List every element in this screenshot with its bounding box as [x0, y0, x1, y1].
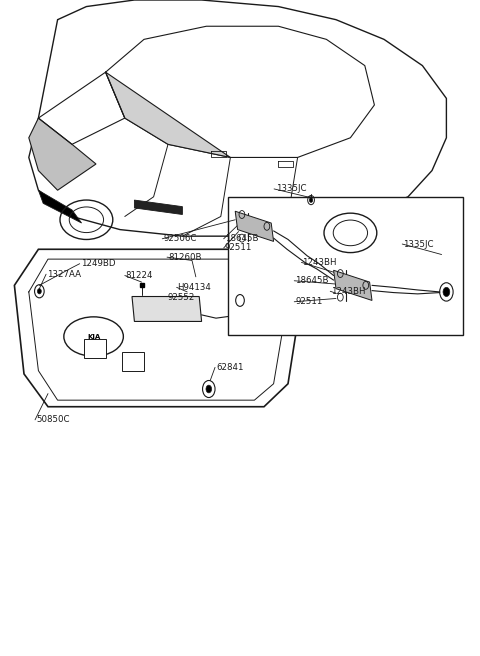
Circle shape: [37, 289, 41, 294]
Text: 1243BH: 1243BH: [302, 258, 337, 267]
Text: 92511: 92511: [295, 297, 323, 306]
Text: 1243BH: 1243BH: [331, 287, 366, 296]
Polygon shape: [134, 200, 182, 215]
Polygon shape: [334, 270, 372, 300]
Circle shape: [310, 198, 313, 202]
Polygon shape: [106, 72, 230, 157]
Text: 1249BD: 1249BD: [81, 259, 115, 268]
Text: 50850C: 50850C: [36, 415, 70, 424]
Circle shape: [206, 385, 212, 393]
Text: 1335JC: 1335JC: [403, 239, 434, 249]
Text: 81260B: 81260B: [168, 253, 202, 262]
FancyBboxPatch shape: [122, 352, 144, 371]
Text: 1327AA: 1327AA: [47, 270, 81, 279]
Text: 92552: 92552: [167, 293, 194, 302]
Text: 92511: 92511: [225, 243, 252, 253]
Polygon shape: [235, 211, 274, 241]
Polygon shape: [132, 297, 202, 321]
Polygon shape: [29, 118, 96, 190]
Text: 62841: 62841: [216, 363, 243, 372]
Polygon shape: [14, 249, 302, 407]
Polygon shape: [38, 190, 82, 223]
Text: 81224: 81224: [126, 271, 153, 280]
Text: 18645B: 18645B: [225, 234, 258, 243]
Text: 18645B: 18645B: [295, 276, 329, 285]
Circle shape: [443, 287, 450, 297]
Text: H94134: H94134: [178, 283, 212, 292]
FancyBboxPatch shape: [228, 197, 463, 335]
Text: KIA: KIA: [87, 333, 100, 340]
Text: 92506C: 92506C: [163, 234, 197, 243]
Text: 1335JC: 1335JC: [276, 184, 307, 194]
FancyBboxPatch shape: [84, 339, 106, 358]
